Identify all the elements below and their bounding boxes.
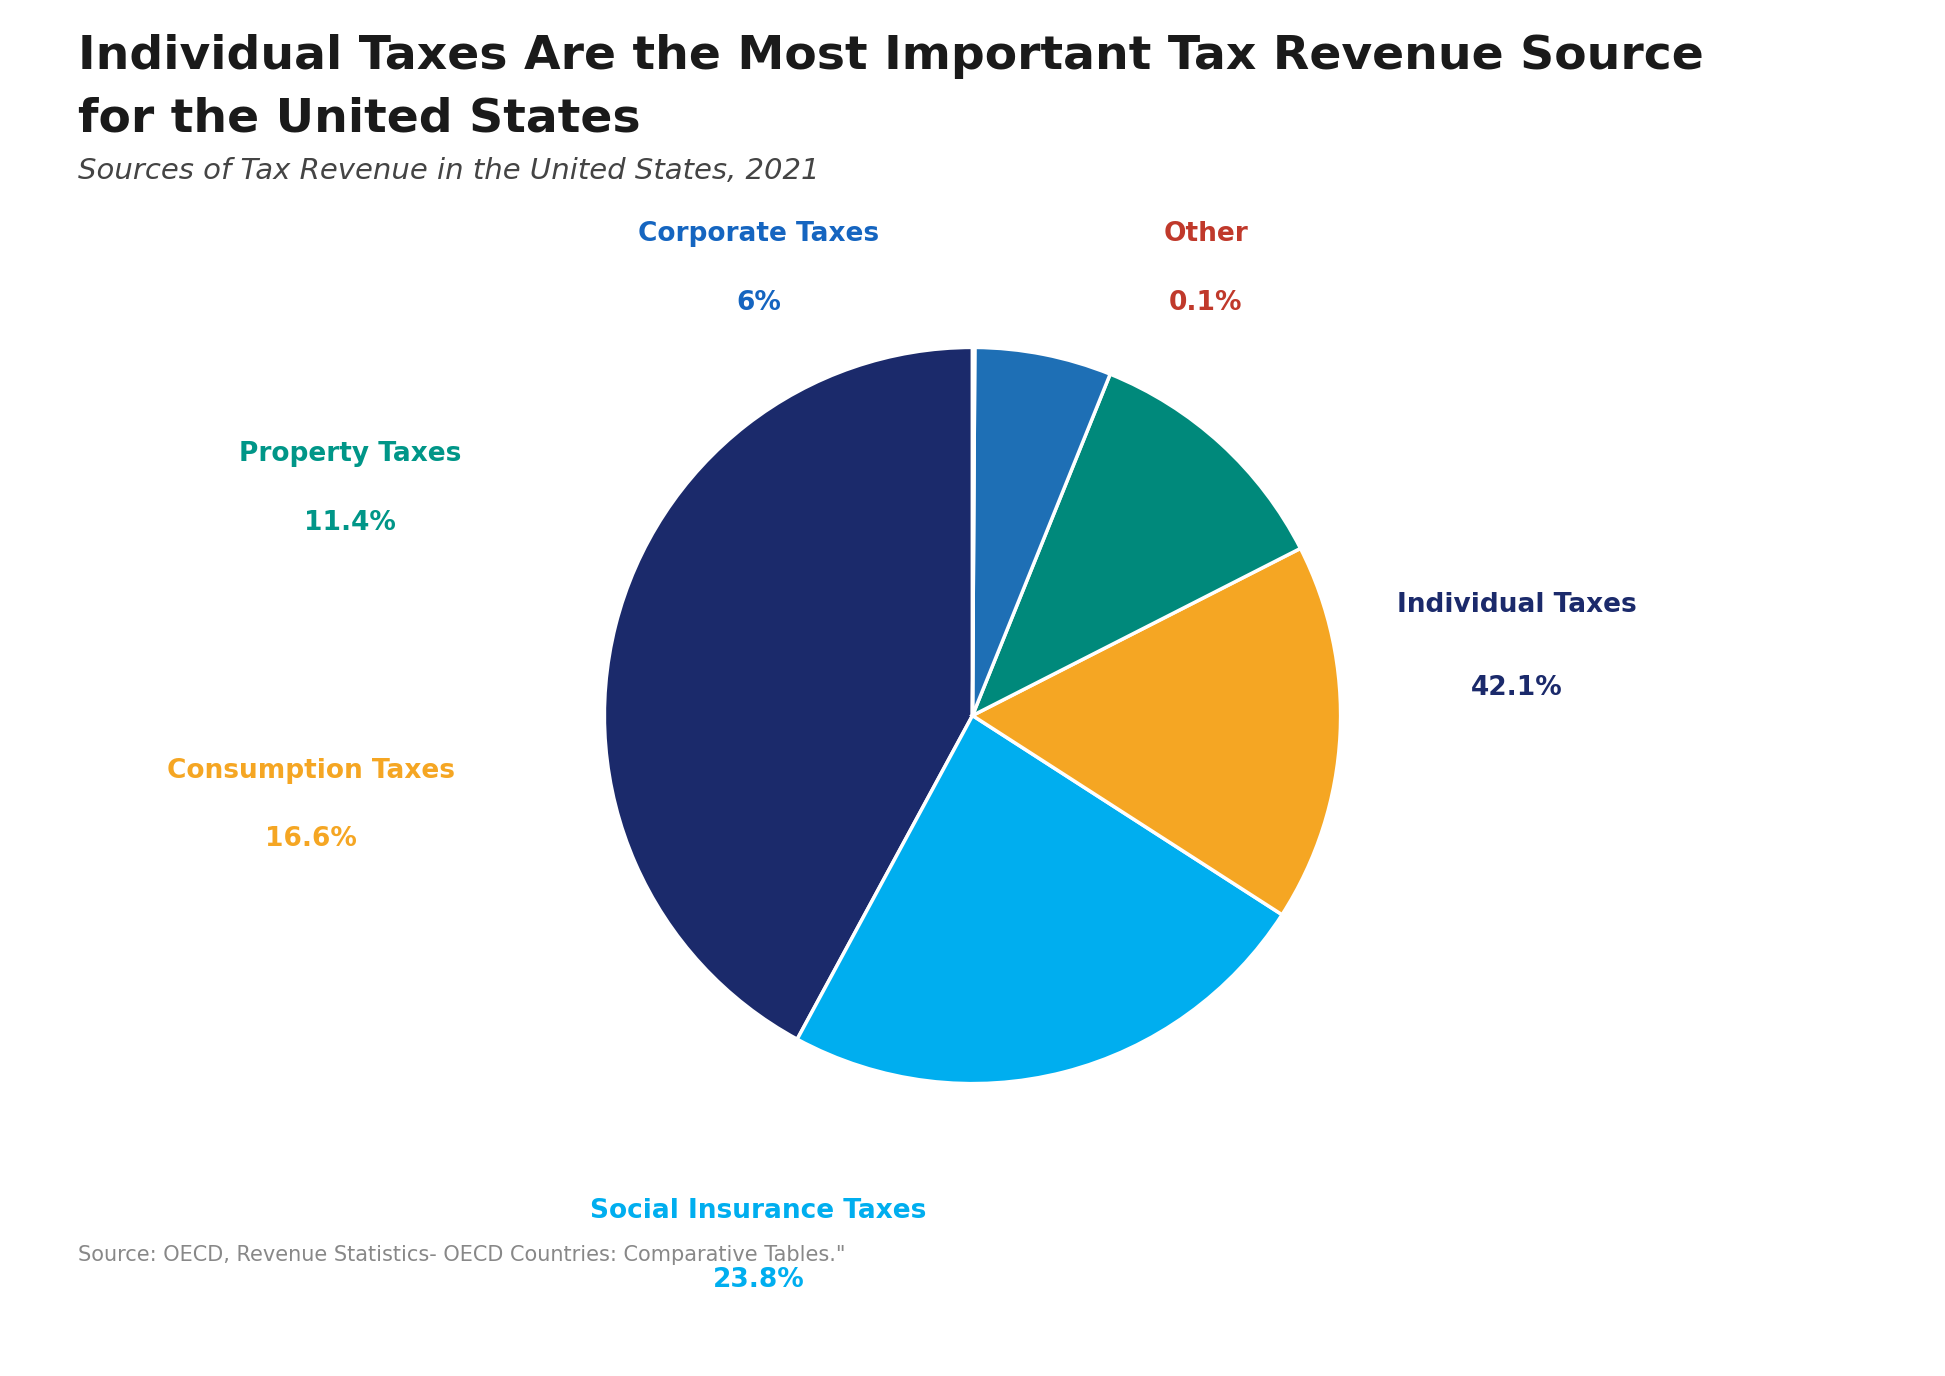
Wedge shape	[972, 347, 974, 716]
Text: TAX FOUNDATION: TAX FOUNDATION	[49, 1313, 381, 1346]
Text: Social Insurance Taxes: Social Insurance Taxes	[591, 1198, 926, 1223]
Text: for the United States: for the United States	[78, 96, 640, 142]
Text: Individual Taxes Are the Most Important Tax Revenue Source: Individual Taxes Are the Most Important …	[78, 34, 1704, 80]
Text: @TaxFoundation: @TaxFoundation	[1669, 1315, 1896, 1343]
Wedge shape	[972, 549, 1340, 915]
Text: Source: OECD, Revenue Statistics- OECD Countries: Comparative Tables.": Source: OECD, Revenue Statistics- OECD C…	[78, 1245, 846, 1266]
Wedge shape	[972, 374, 1301, 716]
Text: 11.4%: 11.4%	[303, 510, 397, 535]
Text: 16.6%: 16.6%	[265, 827, 358, 852]
Text: Individual Taxes: Individual Taxes	[1397, 593, 1638, 618]
Text: 6%: 6%	[735, 290, 782, 315]
Text: 23.8%: 23.8%	[712, 1267, 805, 1292]
Wedge shape	[797, 716, 1282, 1084]
Wedge shape	[972, 347, 1111, 716]
Text: Sources of Tax Revenue in the United States, 2021: Sources of Tax Revenue in the United Sta…	[78, 157, 819, 184]
Text: Property Taxes: Property Taxes	[239, 442, 461, 466]
Text: 42.1%: 42.1%	[1470, 676, 1564, 700]
Wedge shape	[605, 347, 972, 1039]
Text: 0.1%: 0.1%	[1169, 290, 1243, 315]
Text: Other: Other	[1163, 222, 1249, 246]
Text: Corporate Taxes: Corporate Taxes	[638, 222, 879, 246]
Text: Consumption Taxes: Consumption Taxes	[167, 758, 455, 783]
